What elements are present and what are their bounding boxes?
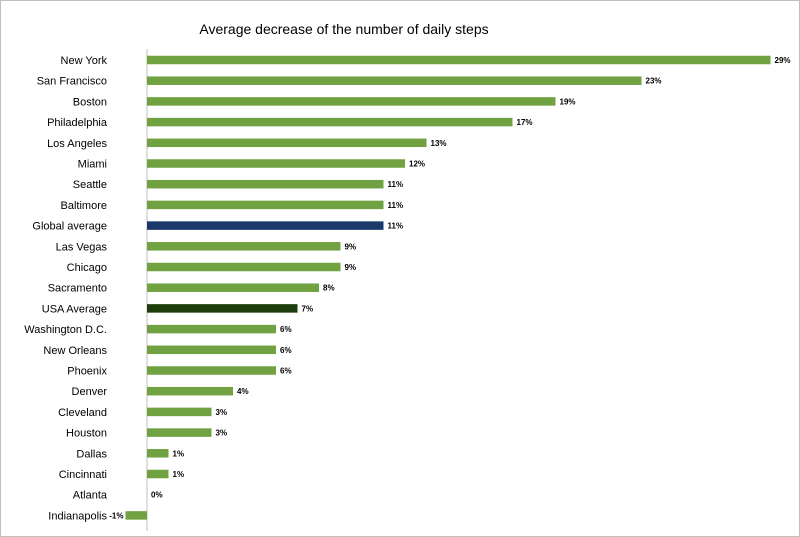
category-label-philadelphia: Philadelphia [47, 117, 108, 129]
chart-title: Average decrease of the number of daily … [199, 21, 488, 37]
category-label-boston: Boston [73, 96, 107, 108]
category-label-atlanta: Atlanta [73, 490, 108, 502]
data-label-atlanta: 0% [151, 491, 163, 500]
data-label-baltimore: 11% [388, 201, 404, 210]
data-label-denver: 4% [237, 387, 249, 396]
bar-baltimore [147, 200, 384, 210]
category-label-los-angeles: Los Angeles [47, 138, 107, 150]
bar-phoenix [147, 366, 276, 375]
bar-miami [147, 159, 405, 168]
data-label-miami: 12% [409, 160, 425, 169]
category-label-cleveland: Cleveland [58, 407, 107, 419]
data-labels-group: 29% 23% 19% 17% 13% 12% 11% 11% 11% 9% 9% 8% 7% 6% 6% 6… [109, 56, 790, 520]
bar-cleveland [147, 407, 212, 417]
bar-cincinnati [147, 469, 169, 479]
data-label-dallas: 1% [173, 449, 185, 458]
bar-denver [147, 386, 233, 396]
data-label-san-francisco: 23% [646, 77, 662, 86]
data-label-cincinnati: 1% [173, 470, 185, 479]
category-labels-group: New York San Francisco Boston Philadelphia L… [24, 55, 108, 522]
data-label-boston: 19% [560, 97, 576, 106]
category-label-new-york: New York [61, 55, 108, 67]
category-label-new-orleans: New Orleans [43, 345, 107, 357]
data-label-las-vegas: 9% [345, 242, 357, 251]
bar-las-vegas [147, 242, 341, 251]
category-label-washington-d-c: Washington D.C. [24, 324, 107, 336]
data-label-sacramento: 8% [323, 284, 335, 293]
bar-usa-average [147, 304, 298, 313]
category-label-global-average: Global average [32, 221, 107, 233]
data-label-new-orleans: 6% [280, 346, 292, 355]
data-label-washington-d-c: 6% [280, 325, 292, 334]
data-label-global-average: 11% [388, 222, 404, 231]
category-label-cincinnati: Cincinnati [59, 469, 107, 481]
bar-global-average [147, 221, 384, 230]
bars-group [125, 55, 771, 520]
data-label-new-york: 29% [775, 56, 791, 65]
category-label-indianapolis: Indianapolis [48, 510, 107, 522]
data-label-indianapolis: -1% [109, 511, 123, 520]
category-label-phoenix: Phoenix [67, 366, 107, 378]
bar-houston [147, 428, 212, 437]
bar-philadelphia [147, 117, 513, 127]
category-label-san-francisco: San Francisco [37, 76, 107, 88]
bar-indianapolis [125, 511, 147, 520]
data-label-philadelphia: 17% [517, 118, 533, 127]
bar-washington-d-c [147, 324, 276, 334]
bar-san-francisco [147, 76, 642, 85]
bar-new-orleans [147, 345, 276, 355]
category-label-chicago: Chicago [67, 262, 107, 274]
data-label-los-angeles: 13% [431, 139, 447, 148]
category-label-las-vegas: Las Vegas [56, 241, 108, 253]
category-label-houston: Houston [66, 428, 107, 440]
data-label-seattle: 11% [388, 180, 404, 189]
data-label-houston: 3% [216, 429, 228, 438]
category-label-sacramento: Sacramento [48, 283, 107, 295]
category-label-dallas: Dallas [76, 448, 107, 460]
bar-dallas [147, 449, 169, 458]
bar-boston [147, 97, 556, 106]
category-label-seattle: Seattle [73, 179, 107, 191]
bar-chicago [147, 262, 341, 272]
bar-seattle [147, 179, 384, 189]
data-label-cleveland: 3% [216, 408, 228, 417]
bar-new-york [147, 55, 771, 65]
data-label-chicago: 9% [345, 263, 357, 272]
category-label-miami: Miami [78, 159, 107, 171]
bar-sacramento [147, 283, 319, 292]
category-label-baltimore: Baltimore [61, 200, 107, 212]
category-label-denver: Denver [72, 386, 108, 398]
data-label-usa-average: 7% [302, 304, 314, 313]
data-label-phoenix: 6% [280, 367, 292, 376]
category-label-usa-average: USA Average [42, 303, 107, 315]
bar-los-angeles [147, 138, 427, 148]
